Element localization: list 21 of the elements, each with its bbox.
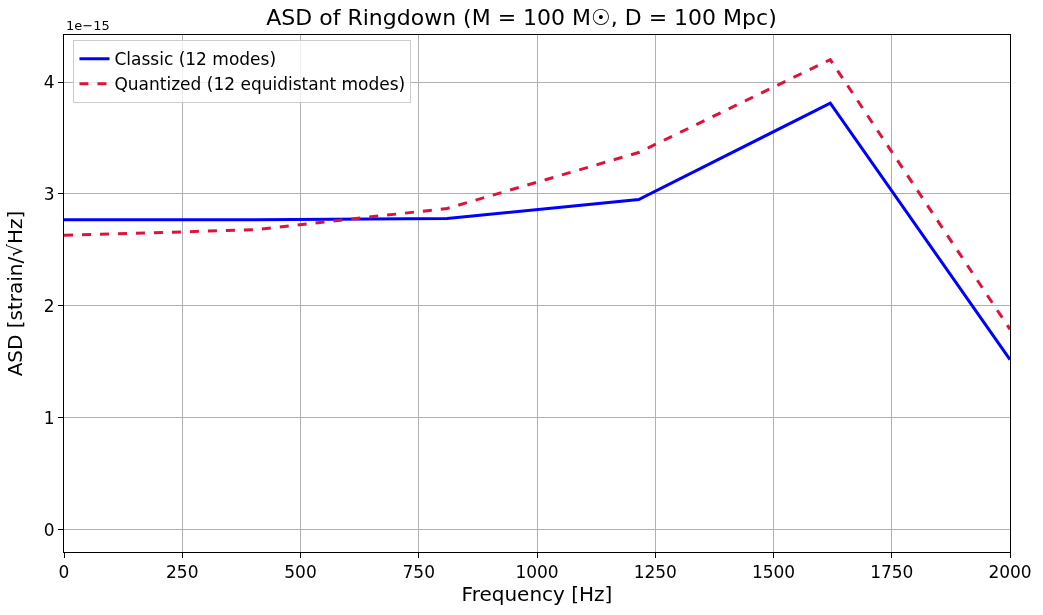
x-tick-label: 1500: [751, 562, 796, 583]
x-tick-label: 0: [58, 562, 70, 583]
x-tick-label: 500: [284, 562, 317, 583]
legend-label: Classic (12 modes): [114, 49, 277, 70]
x-axis-title: Frequency [Hz]: [461, 582, 613, 607]
text: 1e−15: [66, 18, 110, 33]
y-tick-label: 4: [43, 71, 55, 92]
y-tick-label: 1: [43, 407, 55, 428]
chart-title: ASD of Ringdown (M = 100 M☉, D = 100 Mpc): [266, 4, 777, 30]
x-tick-label: 750: [402, 562, 435, 583]
x-tick-label: 1000: [515, 562, 559, 583]
x-tick-label: 1750: [870, 562, 914, 583]
y-tick-label: 0: [43, 519, 55, 540]
y-tick-label: 3: [43, 183, 55, 204]
y-axis-title: ASD [strain/√Hz]: [3, 210, 28, 377]
y-tick-label: 2: [43, 295, 55, 316]
line-series: [64, 101, 1010, 362]
legend-label: Quantized (12 equidistant modes): [114, 74, 406, 95]
x-tick-label: 250: [166, 562, 199, 583]
x-tick-label: 2000: [988, 562, 1032, 583]
x-tick-label: 1250: [633, 562, 677, 583]
